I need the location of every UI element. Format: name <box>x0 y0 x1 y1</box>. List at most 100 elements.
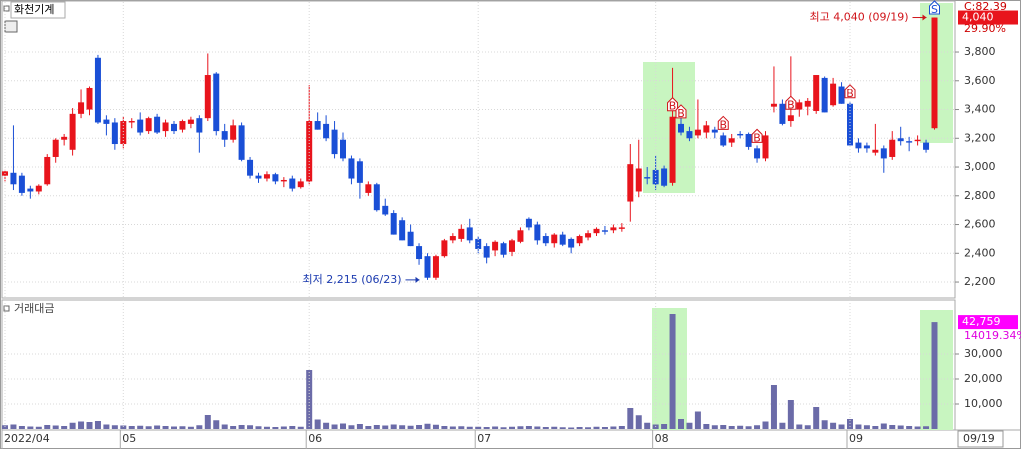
bar <box>255 426 262 429</box>
bar <box>179 426 186 429</box>
candle-body <box>830 83 837 106</box>
bar <box>838 424 845 429</box>
candle-body <box>889 139 896 157</box>
candle-body <box>323 123 330 139</box>
signal-marker <box>667 97 679 112</box>
y-tick-label: 30,000 <box>964 347 1003 360</box>
candle-body <box>652 169 659 185</box>
candle-body <box>306 121 313 182</box>
y-tick-label: 2,600 <box>964 218 996 231</box>
y-tick-label: 3,800 <box>964 45 996 58</box>
candle-body <box>204 75 211 119</box>
bar <box>230 426 237 429</box>
title-box <box>10 1 66 19</box>
candle-body <box>280 179 287 182</box>
bar <box>635 415 642 429</box>
candle-body <box>61 136 68 140</box>
bar <box>221 424 228 429</box>
bar <box>323 422 330 429</box>
bar <box>728 426 735 429</box>
candle-body <box>69 113 76 150</box>
y-tick-label: 2,400 <box>964 246 996 259</box>
bar <box>399 425 406 429</box>
signal-label: B <box>846 87 854 100</box>
candle-body <box>897 138 904 142</box>
bar <box>525 426 532 429</box>
bar <box>754 425 761 429</box>
candle-body <box>703 125 710 133</box>
signal-label: S <box>931 3 938 16</box>
candle-body <box>737 133 744 136</box>
signal-marker <box>675 104 687 119</box>
bar <box>137 425 144 429</box>
bar <box>830 422 837 429</box>
bar <box>272 427 279 429</box>
candle-body <box>906 141 913 143</box>
bar <box>128 426 135 429</box>
bar <box>416 425 423 429</box>
candle-body <box>416 246 423 260</box>
candle-body <box>627 164 634 202</box>
candle-body <box>466 227 473 241</box>
table-icon[interactable] <box>4 20 18 33</box>
candle-body <box>365 184 372 193</box>
bar <box>889 425 896 429</box>
bar <box>500 427 507 429</box>
bar <box>466 426 473 429</box>
bar <box>542 427 549 429</box>
bar <box>238 425 245 429</box>
bar <box>35 426 42 429</box>
candle-body <box>568 238 575 248</box>
bar <box>534 426 541 429</box>
bar <box>162 426 169 429</box>
x-tick-label: 09 <box>849 432 863 445</box>
candle-body <box>407 231 414 247</box>
candle-body <box>221 131 228 140</box>
x-tick-label: 08 <box>655 432 669 445</box>
signal-label: B <box>719 118 727 131</box>
signal-marker <box>844 84 856 99</box>
last-value-box <box>958 315 1018 330</box>
candle-body <box>247 159 254 176</box>
bar <box>669 314 676 429</box>
candle-body <box>348 158 355 179</box>
candle-body <box>931 17 938 129</box>
icon[interactable] <box>3 305 10 312</box>
bar <box>263 426 270 429</box>
bar <box>737 425 744 429</box>
bar <box>331 424 338 429</box>
bar <box>762 421 769 429</box>
bar <box>69 422 76 429</box>
candle-body <box>263 174 270 179</box>
candle-body <box>745 133 752 147</box>
bar <box>880 423 887 429</box>
y-tick-label: 20,000 <box>964 372 1003 385</box>
candle-body <box>432 256 439 278</box>
candle-body <box>44 156 51 185</box>
icon[interactable] <box>3 5 10 12</box>
volume-title: 거래대금 <box>14 302 54 315</box>
bar <box>61 426 68 429</box>
bar <box>509 426 515 429</box>
candle-body <box>86 87 93 110</box>
bar <box>44 425 51 429</box>
candle-body <box>847 103 853 146</box>
candle-body <box>179 121 186 130</box>
candle-body <box>137 119 144 133</box>
candle-body <box>923 142 930 150</box>
candle-body <box>678 123 684 133</box>
candle-body <box>213 73 220 132</box>
signal-marker <box>929 0 940 15</box>
bar <box>10 424 17 429</box>
last-value-box <box>958 10 1018 25</box>
bar <box>196 425 203 429</box>
x-tick-label: 05 <box>122 432 136 445</box>
bar <box>551 426 558 429</box>
bar <box>348 425 355 429</box>
candle-body <box>880 148 887 159</box>
signal-label: B <box>753 131 761 144</box>
chart-title: 화천기계 <box>14 2 54 16</box>
candle-body <box>483 246 490 258</box>
candle-body <box>576 236 583 244</box>
